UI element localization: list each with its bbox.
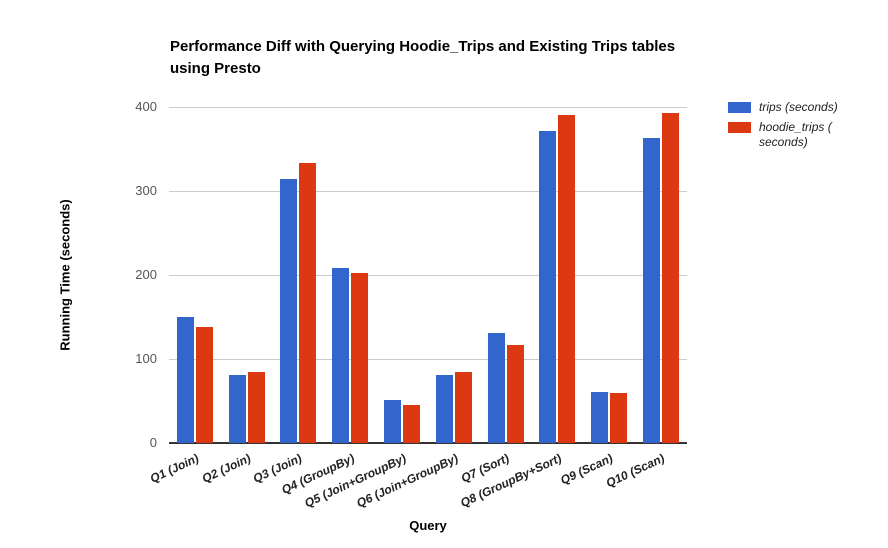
legend-swatch-trips	[728, 102, 751, 113]
bar-trips-q8	[539, 131, 557, 443]
gridline-400	[169, 106, 687, 108]
chart-title: Performance Diff with Querying Hoodie_Tr…	[170, 36, 770, 80]
bar-group-q7	[480, 107, 532, 443]
bar-trips-q3	[280, 179, 298, 443]
legend-label-hoodie_trips: hoodie_trips (seconds)	[759, 120, 832, 149]
chart-title-line-1: Performance Diff with Querying Hoodie_Tr…	[170, 38, 676, 55]
bar-group-q10	[635, 107, 687, 443]
bar-hoodie_trips-q1	[195, 327, 213, 443]
x-axis-line	[169, 442, 687, 444]
legend: trips (seconds) hoodie_trips (seconds)	[728, 100, 878, 155]
bar-trips-q4	[332, 268, 350, 443]
y-tick-label-100: 100	[135, 351, 157, 366]
bar-hoodie_trips-q9	[610, 392, 628, 443]
bar-group-q5	[376, 107, 428, 443]
x-tick-label-q2: Q2 (Join)	[199, 451, 253, 486]
y-tick-label-300: 300	[135, 183, 157, 198]
bar-hoodie_trips-q6	[454, 371, 472, 443]
bar-trips-q6	[435, 374, 453, 443]
bar-hoodie_trips-q5	[403, 405, 421, 443]
bar-group-q3	[273, 107, 325, 443]
bar-trips-q1	[176, 317, 194, 443]
bar-trips-q10	[643, 138, 661, 443]
bar-group-q8	[532, 107, 584, 443]
bar-hoodie_trips-q8	[558, 115, 576, 443]
x-tick-label-q1: Q1 (Join)	[147, 451, 201, 486]
bar-trips-q7	[487, 332, 505, 443]
legend-label-trips: trips (seconds)	[759, 100, 838, 114]
x-tick-label-q10: Q10 (Scan)	[604, 451, 668, 491]
bar-trips-q2	[228, 374, 246, 443]
plot-area: 0 100 200 300 400 Q1 (Join) Q2 (Join) Q3 (Join)…	[135, 99, 687, 510]
bar-hoodie_trips-q10	[662, 112, 680, 443]
bar-hoodie_trips-q7	[506, 344, 524, 443]
bar-hoodie_trips-q3	[299, 163, 317, 443]
legend-item-trips: trips (seconds)	[728, 100, 878, 115]
bar-trips-q9	[591, 391, 609, 443]
gridline-100	[169, 358, 687, 360]
y-tick-label-400: 400	[135, 99, 157, 114]
y-tick-label-0: 0	[149, 435, 157, 450]
bar-group-q2	[221, 107, 273, 443]
bar-hoodie_trips-q4	[351, 273, 369, 443]
chart-title-line-2: using Presto	[170, 60, 261, 77]
y-tick-label-200: 200	[135, 267, 157, 282]
x-axis-title: Query	[409, 518, 447, 533]
legend-item-hoodie_trips: hoodie_trips (seconds)	[728, 120, 878, 150]
bar-hoodie_trips-q2	[247, 372, 265, 443]
gridline-200	[169, 274, 687, 276]
bar-trips-q5	[384, 400, 402, 443]
bar-group-q4	[324, 107, 376, 443]
legend-swatch-hoodie_trips	[728, 122, 751, 133]
y-axis-title: Running Time (seconds)	[57, 199, 73, 351]
bar-group-q6	[428, 107, 480, 443]
bar-group-q1	[169, 107, 221, 443]
bar-group-q9	[583, 107, 635, 443]
gridline-300	[169, 190, 687, 192]
